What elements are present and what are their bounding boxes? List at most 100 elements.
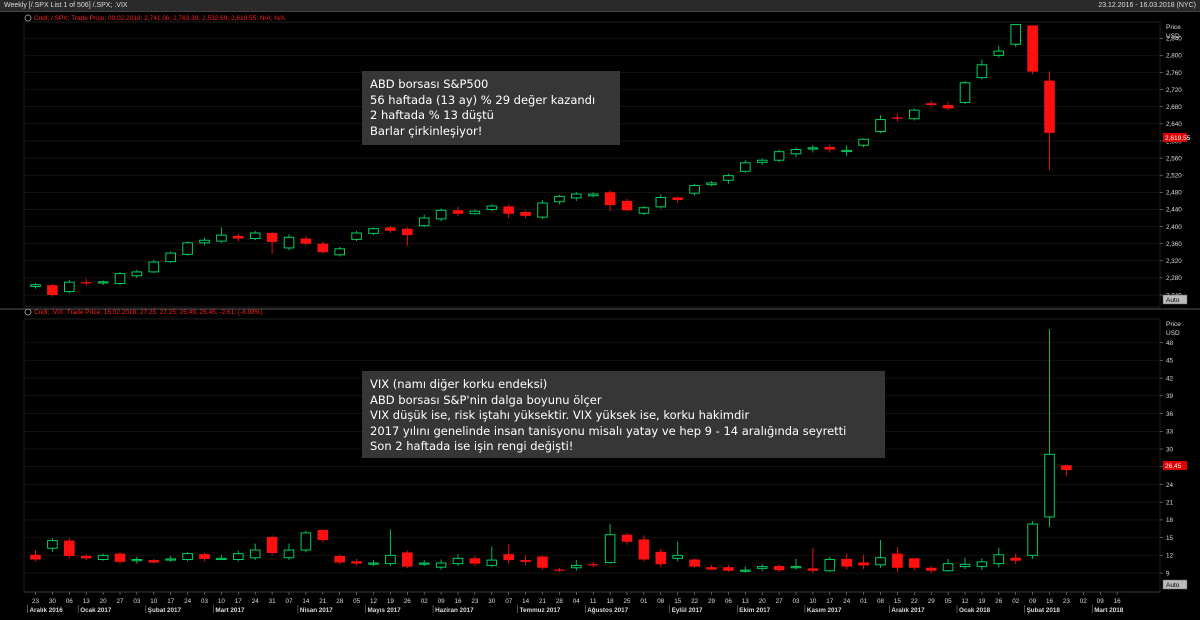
candle-body xyxy=(452,557,464,565)
bottom-legend-info-icon[interactable] xyxy=(24,308,32,316)
x-day-label: 11 xyxy=(590,598,597,605)
legend-info-icon[interactable] xyxy=(24,14,32,22)
vix-annotation-line-4: 2017 yılını genelinde insan tanisyonu mi… xyxy=(370,423,847,438)
vix-candle xyxy=(587,561,599,568)
candle-body xyxy=(233,553,244,560)
candle-body xyxy=(64,281,75,293)
candle-body xyxy=(925,103,937,106)
spx-candle xyxy=(773,149,785,163)
vix-annotation-line-2: ABD borsası S&P'nin dalga boyunu ölçer xyxy=(370,392,602,407)
vix-candle xyxy=(740,566,751,573)
candle-body xyxy=(520,560,531,562)
vix-candles xyxy=(30,329,1072,574)
spx-candle xyxy=(942,101,954,111)
x-month-label: Nisan 2017 xyxy=(300,607,333,614)
top-price-label: Price xyxy=(1166,24,1181,31)
candle-body xyxy=(807,147,819,150)
x-month-label: Temmuz 2017 xyxy=(520,607,561,614)
vix-candle xyxy=(1044,329,1055,527)
y-tick-label: 2,480 xyxy=(1166,190,1182,197)
candle-body xyxy=(317,243,329,253)
candle-body xyxy=(385,227,396,231)
x-month-label: Ağustos 2017 xyxy=(587,607,628,614)
candle-body xyxy=(30,554,41,560)
x-day-label: 14 xyxy=(522,598,530,605)
spx-candle xyxy=(1010,24,1022,47)
x-day-label: 29 xyxy=(708,598,716,605)
vix-candle xyxy=(80,554,92,561)
candle-body xyxy=(148,560,160,563)
spx-candle xyxy=(114,271,126,286)
spx-candle xyxy=(216,227,227,243)
x-day-label: 02 xyxy=(421,598,429,605)
candle-body xyxy=(1044,453,1055,518)
candle-body xyxy=(959,82,971,103)
spx-candle xyxy=(689,183,700,196)
vix-candle xyxy=(672,541,684,562)
candle-body xyxy=(300,238,312,244)
candle-body xyxy=(64,540,75,556)
candle-body xyxy=(672,554,684,559)
vix-candle xyxy=(976,558,988,571)
candle-body xyxy=(638,207,650,214)
vix-candle xyxy=(959,557,971,569)
candle-body xyxy=(402,228,413,236)
candle-body xyxy=(790,566,802,569)
candle-body xyxy=(942,105,954,109)
spx-candle xyxy=(64,280,75,294)
candle-body xyxy=(672,197,683,201)
bottom-last-value: 26.45 xyxy=(1165,463,1182,470)
candle-body xyxy=(249,232,261,240)
candle-body xyxy=(1027,523,1038,556)
x-month-label: Eylül 2017 xyxy=(672,607,703,614)
x-day-label: 08 xyxy=(657,598,665,605)
date-range: 23.12.2016 - 16.03.2018 (NYC) xyxy=(1098,2,1196,9)
top-legend: Cndl; /.SPX; Trade Price; 09.02.2018; 2,… xyxy=(34,15,286,22)
candle-body xyxy=(621,200,633,211)
spx-candle xyxy=(537,200,548,219)
x-day-label: 29 xyxy=(928,598,936,605)
x-month-label: Mayıs 2017 xyxy=(368,607,402,614)
candle-body xyxy=(503,206,514,214)
candle-body xyxy=(182,242,193,255)
x-day-label: 25 xyxy=(623,598,631,605)
spx-candle xyxy=(317,241,329,254)
vix-candle xyxy=(1061,465,1072,476)
candle-body xyxy=(1027,25,1038,72)
x-month-label: Aralık 2017 xyxy=(891,607,925,614)
bottom-auto-button[interactable]: Auto xyxy=(1162,579,1188,590)
vix-candle xyxy=(909,558,920,571)
spx-candle xyxy=(30,283,41,289)
vix-candle xyxy=(283,543,295,561)
candle-body xyxy=(706,567,717,570)
vix-candle xyxy=(233,550,244,562)
x-day-label: 26 xyxy=(404,598,412,605)
vix-candle xyxy=(824,556,836,572)
spx-candle xyxy=(182,241,193,256)
candle-body xyxy=(892,553,903,568)
x-month-label: Haziran 2017 xyxy=(435,607,474,614)
spx-candle xyxy=(655,194,667,209)
vix-candle xyxy=(47,538,58,552)
spx-candle xyxy=(807,145,819,153)
candle-body xyxy=(351,561,362,564)
candle-body xyxy=(571,193,582,199)
candle-body xyxy=(503,554,514,561)
candle-body xyxy=(689,559,700,567)
vix-candle xyxy=(892,547,903,572)
top-auto-button[interactable]: Auto xyxy=(1162,294,1188,305)
time-axis: 23 30 06 13 20 27 03 10 17 24 03 10 17 24 31 07 14 21 28 05… xyxy=(24,591,1160,614)
x-day-label: 30 xyxy=(488,598,496,605)
x-day-label: 07 xyxy=(505,598,513,605)
candle-body xyxy=(418,217,430,227)
vix-candle xyxy=(165,555,176,562)
spx-annotation-line-2: 56 haftada (13 ay) % 29 değer kazandı xyxy=(370,92,596,107)
vix-candle xyxy=(351,558,362,566)
candle-body xyxy=(165,558,176,561)
top-price-axis: 2,2402,2802,3202,3602,4002,4402,4802,520… xyxy=(1160,36,1182,299)
candle-body xyxy=(469,558,481,564)
spx-candle xyxy=(571,192,582,201)
spx-candle xyxy=(368,227,379,236)
spx-candle xyxy=(520,210,531,218)
spx-candle xyxy=(266,231,278,254)
